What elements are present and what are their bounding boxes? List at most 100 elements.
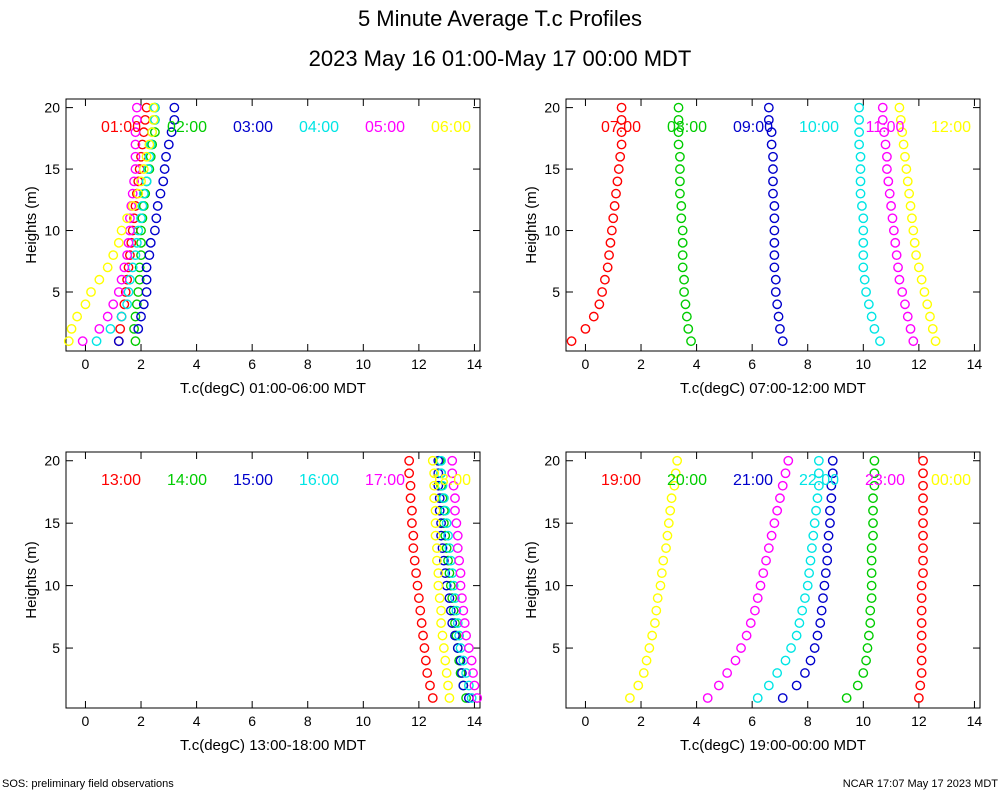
y-tick-label: 20: [544, 100, 560, 116]
data-point: [134, 262, 145, 273]
data-point: [616, 114, 627, 125]
data-point: [588, 311, 599, 322]
data-point: [854, 102, 865, 113]
data-point: [673, 114, 684, 125]
data-point: [169, 102, 180, 113]
data-point: [452, 530, 463, 541]
data-point: [127, 201, 138, 211]
data-point: [916, 643, 927, 653]
data-point: [444, 693, 455, 703]
data-point: [450, 618, 460, 628]
data-point: [676, 213, 687, 224]
x-tick-label: 2: [637, 713, 645, 729]
data-point: [102, 311, 113, 322]
data-point: [447, 593, 458, 604]
data-point: [680, 299, 691, 310]
data-point: [816, 605, 827, 616]
data-point: [615, 151, 626, 162]
series-0900: [763, 102, 788, 347]
data-point: [916, 605, 927, 616]
data-point: [455, 655, 466, 666]
y-tick-label: 10: [44, 223, 60, 239]
data-point: [86, 287, 96, 297]
data-point: [858, 225, 869, 236]
data-point: [925, 311, 935, 322]
data-point: [918, 530, 928, 541]
data-point: [865, 605, 876, 616]
data-point: [915, 680, 926, 691]
data-point: [769, 213, 780, 224]
x-axis-label: T.c(degC) 07:00-12:00 MDT: [680, 380, 866, 397]
data-point: [804, 568, 815, 579]
data-point: [652, 593, 663, 604]
series-0800: [673, 102, 696, 347]
data-point: [161, 151, 171, 162]
data-point: [884, 188, 895, 199]
series-1100: [877, 102, 919, 347]
data-point: [905, 201, 916, 211]
data-point: [918, 518, 928, 529]
data-point: [812, 630, 823, 641]
data-point: [440, 530, 451, 541]
data-point: [407, 505, 417, 516]
x-tick-label: 12: [411, 356, 427, 372]
data-point: [763, 114, 774, 125]
legend-label: 15:00: [233, 472, 273, 489]
data-point: [468, 668, 478, 678]
data-point: [108, 299, 119, 310]
data-point: [136, 176, 146, 187]
data-point: [433, 455, 444, 466]
data-point: [94, 323, 105, 334]
data-point: [882, 164, 892, 174]
data-point: [105, 323, 116, 334]
data-point: [138, 299, 149, 310]
data-point: [450, 630, 460, 641]
data-point: [131, 114, 142, 125]
data-point: [766, 139, 777, 150]
data-point: [773, 311, 784, 322]
data-point: [823, 530, 834, 541]
legend-label: 02:00: [167, 119, 207, 136]
data-point: [858, 250, 869, 261]
legend-label: 10:00: [799, 119, 839, 136]
legend-label: 23:00: [865, 472, 905, 489]
data-point: [913, 262, 924, 273]
data-point: [763, 102, 774, 113]
data-point: [436, 618, 447, 628]
data-point: [677, 262, 688, 273]
data-point: [150, 127, 160, 138]
data-point: [752, 693, 763, 703]
data-point: [405, 493, 416, 504]
data-point: [641, 655, 652, 666]
data-point: [452, 543, 463, 554]
data-point: [768, 188, 778, 199]
data-point: [444, 568, 455, 579]
data-point: [669, 480, 680, 491]
data-point: [169, 114, 180, 125]
data-point: [854, 114, 865, 125]
data-point: [916, 274, 927, 285]
data-point: [809, 518, 820, 529]
data-point: [420, 655, 431, 666]
data-point: [458, 680, 469, 691]
data-point: [429, 480, 440, 491]
data-point: [429, 493, 440, 504]
data-point: [127, 188, 138, 199]
x-tick-label: 14: [467, 356, 483, 372]
data-point: [887, 213, 898, 224]
data-point: [763, 543, 774, 554]
data-point: [908, 225, 919, 236]
data-point: [794, 618, 805, 628]
data-point: [750, 605, 760, 616]
data-point: [141, 274, 152, 285]
y-tick-label: 10: [44, 578, 60, 594]
x-tick-label: 0: [582, 356, 590, 372]
data-point: [786, 643, 796, 653]
data-point: [677, 237, 688, 248]
y-tick-label: 5: [552, 640, 560, 656]
data-point: [133, 287, 144, 297]
data-point: [665, 505, 676, 516]
data-point: [916, 668, 927, 678]
data-point: [638, 668, 649, 678]
data-point: [661, 543, 671, 554]
